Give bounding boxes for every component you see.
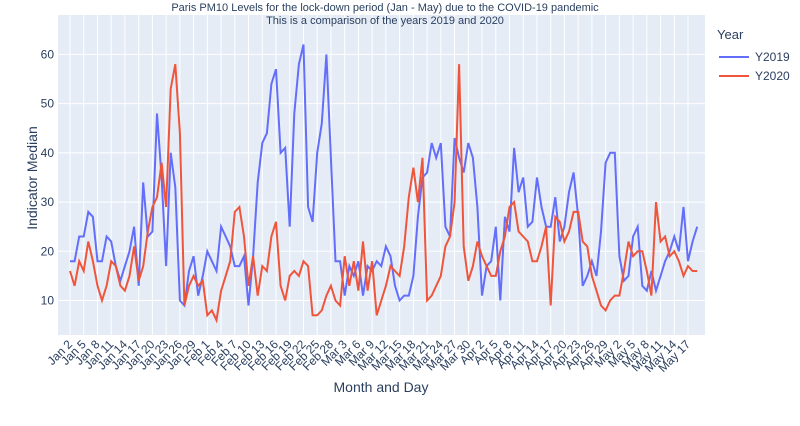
chart-subtitle: This is a comparison of the years 2019 a… <box>266 15 504 27</box>
x-axis-title: Month and Day <box>334 379 429 395</box>
y-tick-label: 40 <box>41 146 55 160</box>
legend-title: Year <box>717 27 744 42</box>
series-line <box>69 64 698 324</box>
y-tick-label: 20 <box>41 244 55 258</box>
y-tick-label: 10 <box>41 294 55 308</box>
chart-title: Paris PM10 Levels for the lock-down peri… <box>171 2 599 14</box>
y-tick-label: 60 <box>41 47 55 61</box>
series-line <box>70 44 699 308</box>
legend-label: Y2020 <box>755 69 790 83</box>
y-tick-label: 50 <box>41 97 55 111</box>
y-tick-label: 30 <box>41 195 55 209</box>
y-axis-title: Indicator Median <box>24 126 40 230</box>
legend-label: Y2019 <box>755 50 790 64</box>
